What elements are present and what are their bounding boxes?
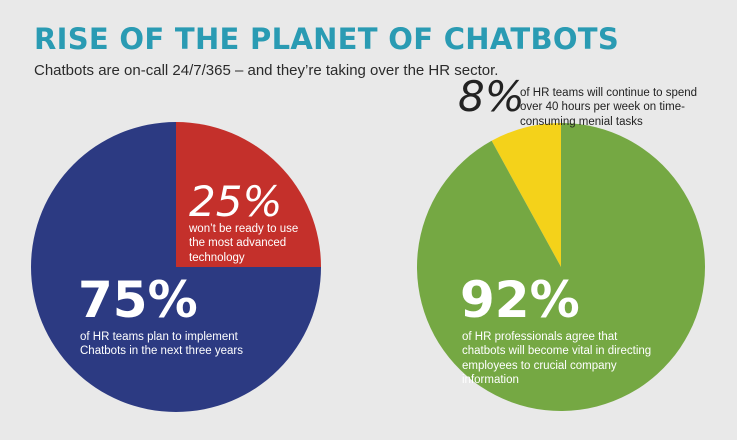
pie-1-slice-25 [176, 122, 321, 267]
slice-text-75: of HR teams plan to implement Chatbots i… [80, 331, 244, 358]
pie-2-slice-92 [416, 123, 705, 411]
pie-1-slice-75 [31, 122, 321, 412]
page-title: RISE OF THE PLANET OF CHATBOTS [34, 22, 620, 56]
slice-label-75: 75% [78, 271, 198, 329]
slice-text-25: won’t be ready to use the most advanced … [189, 223, 299, 264]
slice-text-92: of HR professionals agree that chatbots … [462, 331, 652, 387]
slice-text-8: of HR teams will continue to spend over … [520, 87, 698, 128]
slice-label-25: 25% [189, 177, 283, 226]
page-subtitle: Chatbots are on-call 24/7/365 – and they… [34, 62, 499, 79]
pie-2-slice-8 [491, 123, 561, 267]
slice-label-8: 8% [458, 72, 525, 121]
slice-label-92: 92% [460, 271, 580, 329]
